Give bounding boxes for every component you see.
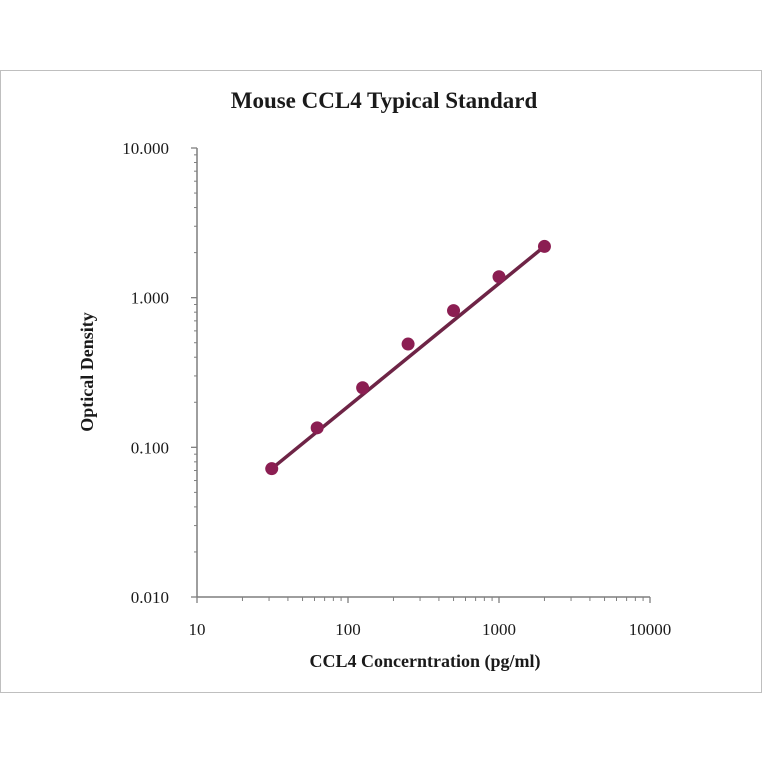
chart-title: Mouse CCL4 Typical Standard	[231, 88, 538, 113]
data-point	[310, 421, 324, 435]
data-point	[492, 270, 506, 284]
data-point	[447, 304, 461, 318]
x-tick-label: 1000	[482, 620, 516, 639]
x-tick-label: 100	[335, 620, 361, 639]
y-tick-label: 0.010	[131, 588, 169, 607]
y-axis-label: Optical Density	[77, 312, 97, 432]
data-point	[265, 462, 279, 476]
ticks: 10.000 1.000 0.100 0.010 10 100 1000 10000	[122, 139, 671, 639]
x-tick-label: 10000	[629, 620, 672, 639]
y-tick-label: 0.100	[131, 438, 169, 457]
data-points	[265, 239, 551, 476]
x-axis-label: CCL4 Concerntration (pg/ml)	[310, 651, 541, 672]
x-tick-label: 10	[189, 620, 206, 639]
axes	[196, 148, 650, 598]
data-point	[537, 239, 551, 253]
y-tick-label: 1.000	[131, 289, 169, 308]
y-tick-label: 10.000	[122, 139, 169, 158]
data-point	[401, 337, 415, 351]
data-point	[356, 381, 370, 395]
